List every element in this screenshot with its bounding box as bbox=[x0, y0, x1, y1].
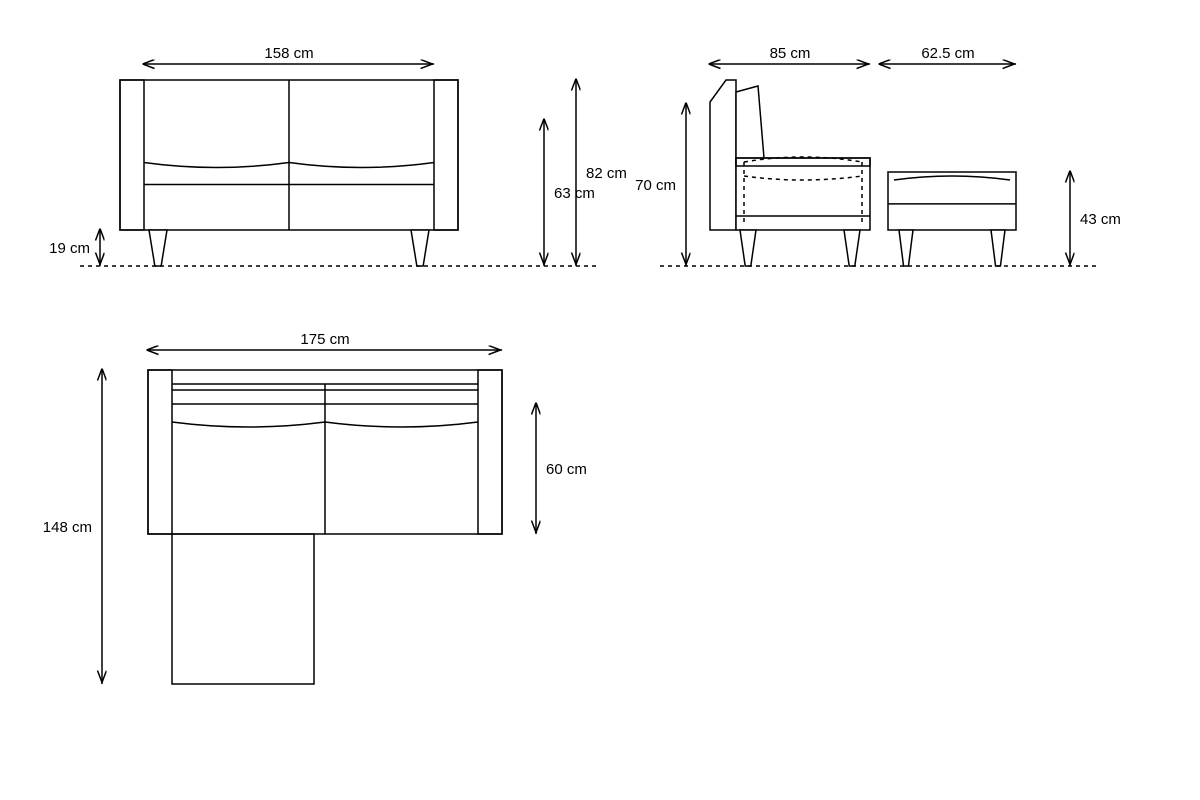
dim-front-leg-height: 19 cm bbox=[49, 230, 100, 266]
side-ottoman bbox=[888, 172, 1016, 230]
dim-front-width: 158 cm bbox=[144, 45, 434, 64]
dim-side-ottoman-height-label: 43 cm bbox=[1080, 211, 1121, 228]
dim-front-width-label: 158 cm bbox=[264, 45, 313, 62]
dim-side-depth: 85 cm bbox=[710, 45, 870, 64]
dim-side-back-height-label: 70 cm bbox=[635, 177, 676, 194]
dim-top-depth-total-label: 148 cm bbox=[43, 519, 92, 536]
top-ottoman bbox=[172, 534, 314, 684]
front-arm-left bbox=[120, 80, 144, 230]
dim-front-seat-height: 63 cm bbox=[544, 120, 595, 266]
dim-side-back-height: 70 cm bbox=[635, 104, 686, 266]
dim-side-ottoman-width: 62.5 cm bbox=[880, 45, 1016, 64]
dim-front-leg-height-label: 19 cm bbox=[49, 240, 90, 257]
dim-front-seat-height-label: 63 cm bbox=[554, 185, 595, 202]
dim-side-depth-label: 85 cm bbox=[770, 45, 811, 62]
dim-top-depth-seat-label: 60 cm bbox=[546, 461, 587, 478]
side-seat bbox=[736, 158, 870, 230]
furniture-dimension-diagram: 158 cm 63 cm 82 cm 19 cm 85 cm 62.5 cm 70 cm 4… bbox=[0, 0, 1200, 800]
dim-side-ottoman-width-label: 62.5 cm bbox=[921, 45, 974, 62]
dim-front-total-height: 82 cm bbox=[576, 80, 627, 266]
dim-front-total-height-label: 82 cm bbox=[586, 165, 627, 182]
dim-top-width-label: 175 cm bbox=[300, 331, 349, 348]
front-arm-right bbox=[434, 80, 458, 230]
dim-top-width: 175 cm bbox=[148, 331, 502, 350]
dim-top-depth-seat: 60 cm bbox=[536, 404, 587, 534]
front-view: 158 cm 63 cm 82 cm 19 cm bbox=[49, 45, 627, 266]
top-view: 175 cm 148 cm 60 cm bbox=[43, 331, 587, 684]
side-view: 85 cm 62.5 cm 70 cm 43 cm bbox=[635, 45, 1121, 266]
dim-side-ottoman-height: 43 cm bbox=[1070, 172, 1121, 266]
dim-top-depth-total: 148 cm bbox=[43, 370, 102, 684]
side-backrest bbox=[710, 80, 736, 230]
